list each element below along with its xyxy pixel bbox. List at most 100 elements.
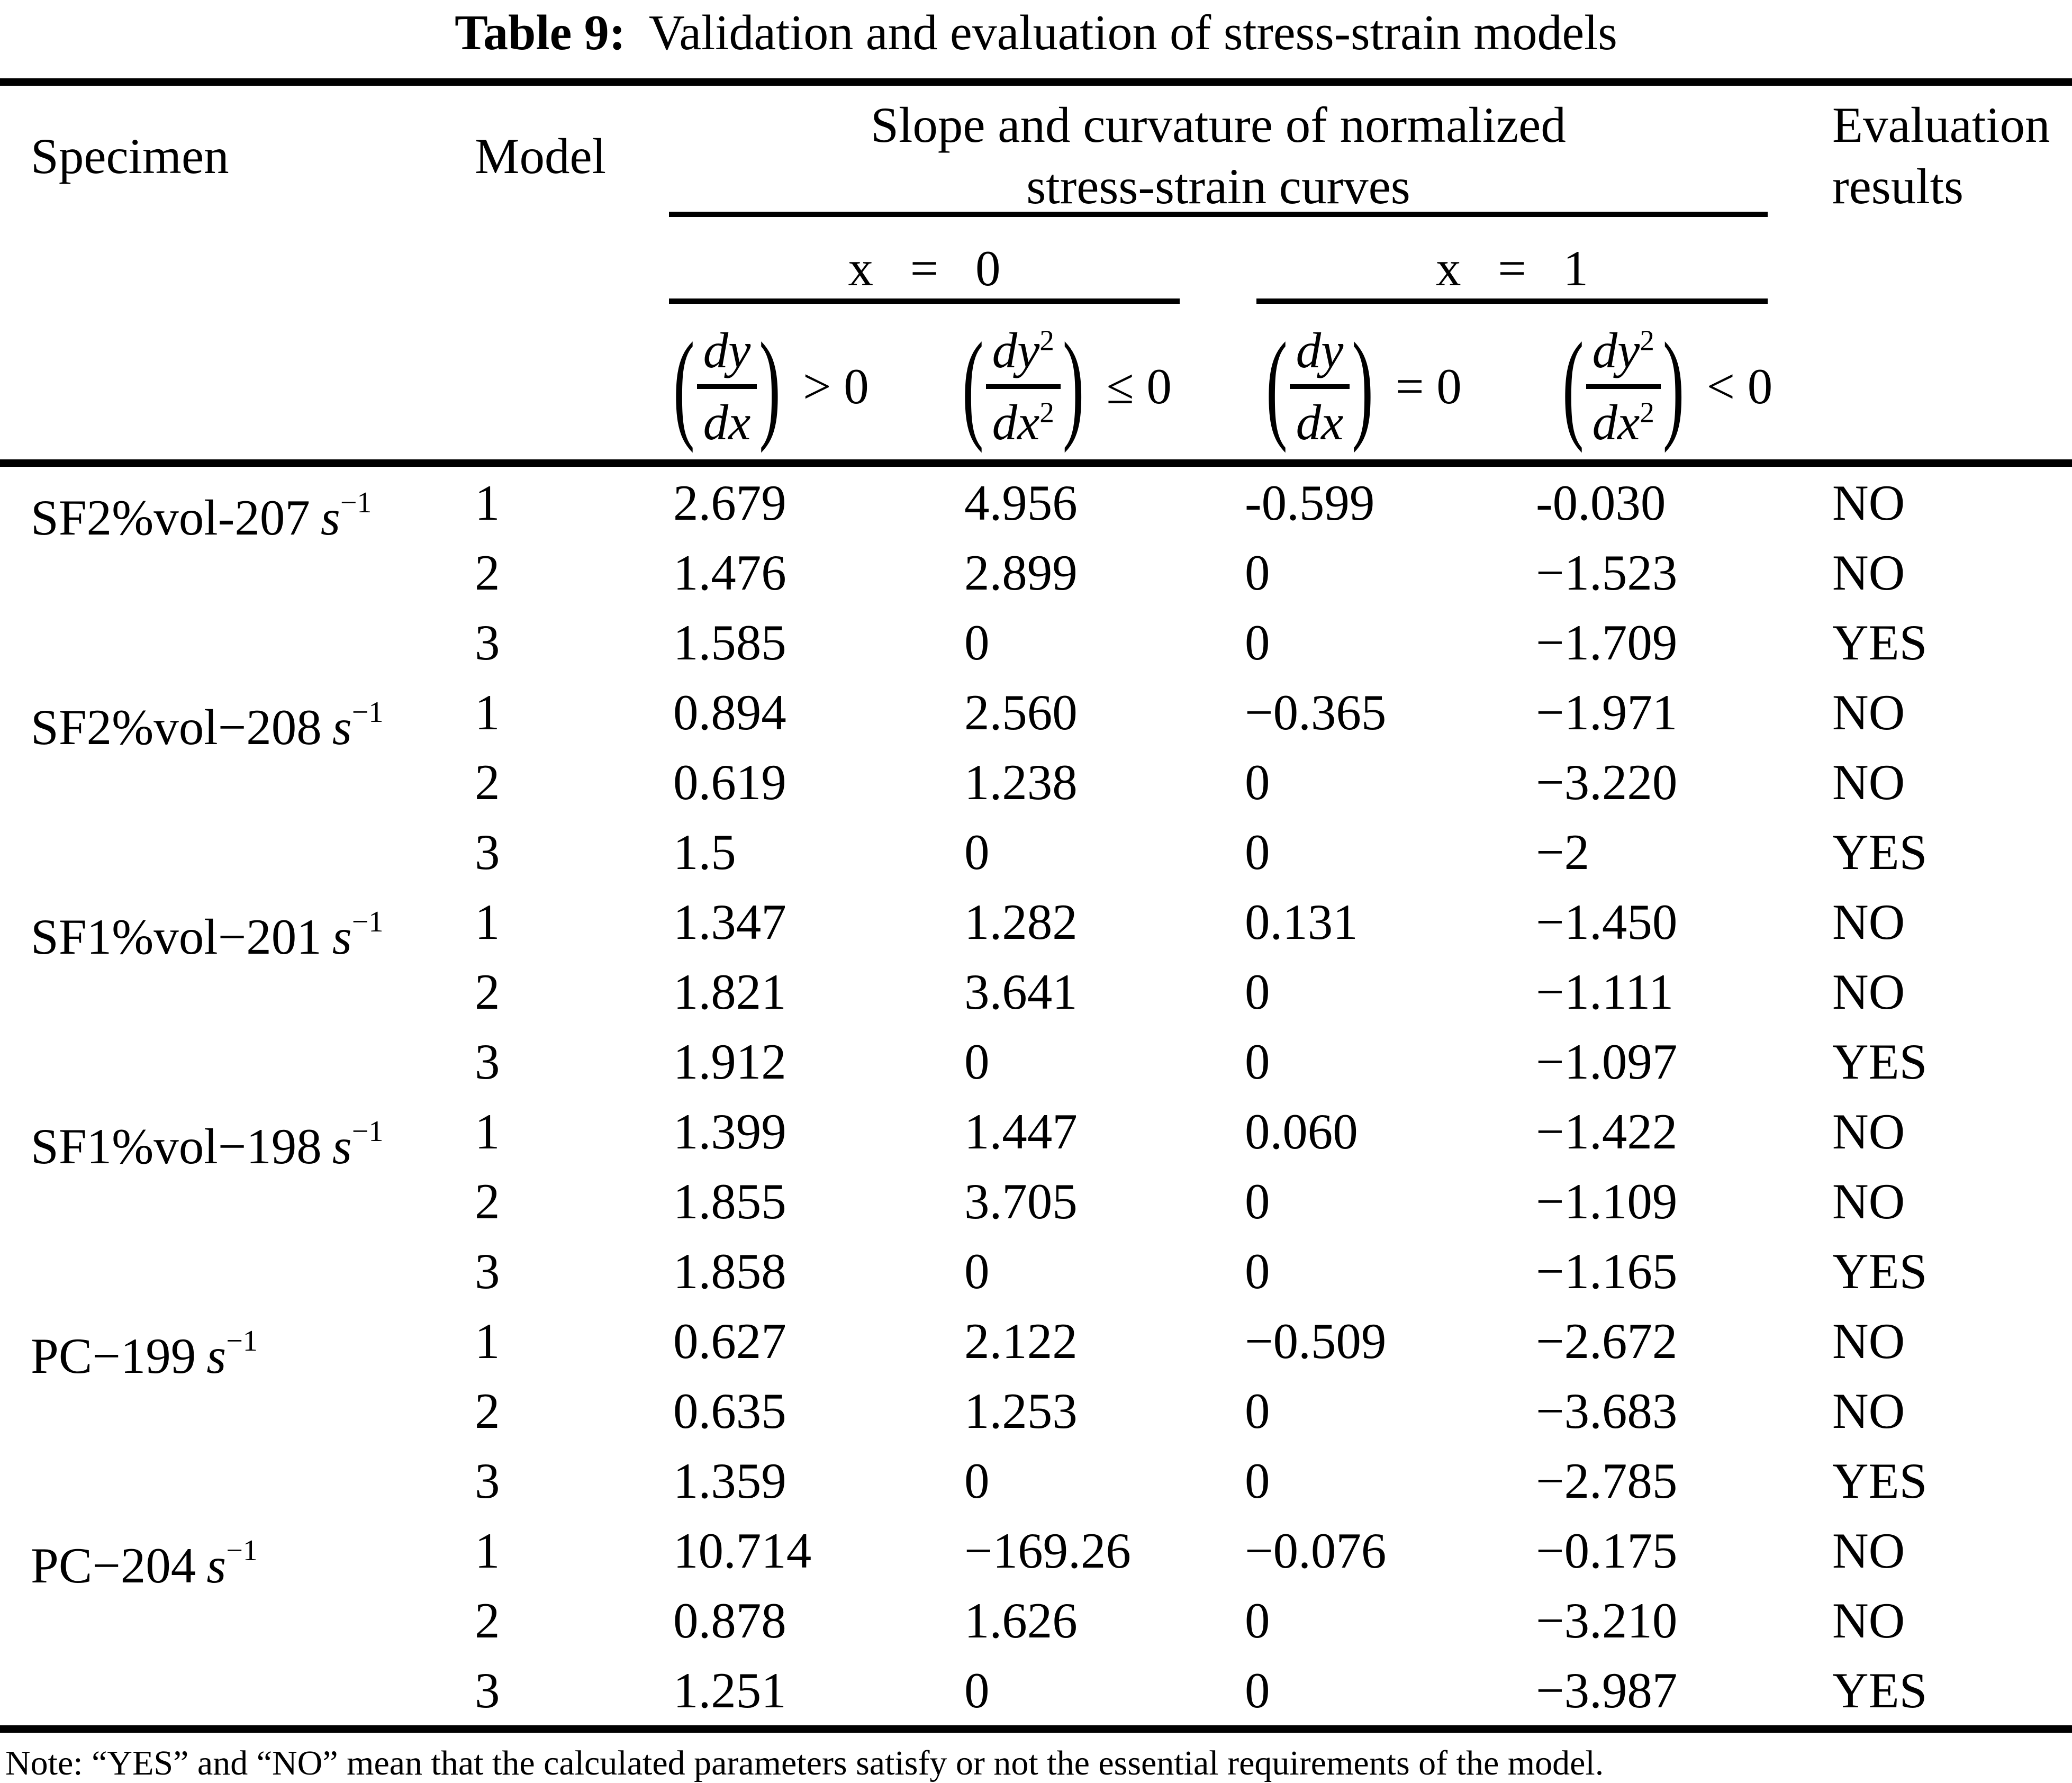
evaluation-result-cell: YES — [1832, 1243, 1928, 1299]
specimen-unit: s — [206, 1328, 227, 1384]
table-row: PC−199 s−1 1 0.627 2.122 −0.509 −2.672 NO — [0, 1306, 2072, 1384]
curvature-x0-value-cell: 3.641 — [964, 964, 1078, 1020]
specimen-cell: SF1%vol−201 s−1 — [31, 887, 383, 965]
specimen-name: SF2%vol−208 — [31, 699, 322, 755]
divider-top-rule — [0, 78, 2072, 86]
specimen-unit-exponent: −1 — [351, 1115, 384, 1148]
model-cell: 3 — [475, 1243, 500, 1299]
slope-x1-value-cell: -0.599 — [1245, 475, 1375, 531]
slope-x1-value-cell: 0 — [1245, 1592, 1270, 1649]
column-header-specimen: Specimen — [31, 128, 229, 184]
evaluation-result-cell: YES — [1832, 1662, 1928, 1718]
curvature-x0-value-cell: 1.253 — [964, 1383, 1078, 1439]
table-row: 2 1.855 3.705 0 −1.109 NO — [0, 1166, 2072, 1236]
left-paren: ( — [1266, 318, 1288, 454]
comparison-condition: > 0 — [802, 358, 869, 414]
evaluation-result-cell: YES — [1832, 614, 1928, 671]
slope-x0-value-cell: 0.635 — [673, 1383, 786, 1439]
column-header-evaluation: Evaluation results — [1832, 94, 2050, 217]
curvature-x0-value-cell: 2.122 — [964, 1313, 1078, 1369]
slope-x0-value-cell: 0.878 — [673, 1592, 786, 1649]
evaluation-result-cell: NO — [1832, 545, 1905, 601]
curvature-x1-value-cell: −3.210 — [1536, 1592, 1678, 1649]
specimen-cell: SF1%vol−198 s−1 — [31, 1097, 384, 1174]
table-row: SF2%vol-207 s−1 1 2.679 4.956 -0.599 -0.0… — [0, 468, 2072, 546]
model-cell: 1 — [475, 475, 500, 531]
table-number-label: Table 9: — [455, 5, 626, 60]
curvature-x1-value-cell: −1.422 — [1536, 1103, 1678, 1160]
slope-x0-value-cell: 1.399 — [673, 1103, 786, 1160]
model-cell: 1 — [475, 1103, 500, 1160]
fraction-denominator: dx — [703, 394, 751, 450]
subheader-x1: x = 1 — [1435, 240, 1589, 296]
specimen-cell — [31, 957, 41, 1027]
table-row: 2 0.878 1.626 0 −3.210 NO — [0, 1586, 2072, 1655]
specimen-cell — [31, 1376, 41, 1446]
model-cell: 3 — [475, 614, 500, 671]
evaluation-result-cell: NO — [1832, 684, 1905, 740]
specimen-unit: s — [332, 1118, 352, 1174]
specimen-cell — [31, 1236, 41, 1306]
curvature-x0-value-cell: 0 — [964, 824, 990, 880]
slope-x0-value-cell: 0.619 — [673, 754, 786, 810]
specimen-cell — [31, 1027, 41, 1097]
fraction-numerator: dy — [1592, 322, 1640, 378]
specimen-cell: SF2%vol-207 s−1 — [31, 468, 372, 546]
curvature-x1-value-cell: −2.785 — [1536, 1453, 1678, 1509]
model-cell: 2 — [475, 1173, 500, 1229]
left-paren: ( — [1562, 318, 1584, 454]
slope-x0-value-cell: 0.627 — [673, 1313, 786, 1369]
evaluation-result-cell: NO — [1832, 894, 1905, 950]
table-row: SF2%vol−208 s−1 1 0.894 2.560 −0.365 −1.9… — [0, 677, 2072, 755]
slope-x0-value-cell: 1.5 — [673, 824, 736, 880]
model-cell: 2 — [475, 1592, 500, 1649]
fraction-numerator: dy — [1296, 322, 1344, 378]
slope-x1-value-cell: −0.509 — [1245, 1313, 1387, 1369]
right-paren: ) — [1662, 318, 1685, 454]
slope-x1-value-cell: 0 — [1245, 1243, 1270, 1299]
model-cell: 1 — [475, 1313, 500, 1369]
evaluation-result-cell: NO — [1832, 1103, 1905, 1160]
specimen-cell — [31, 538, 41, 608]
specimen-cell: PC−199 s−1 — [31, 1306, 258, 1384]
specimen-name: SF2%vol-207 — [31, 490, 310, 546]
evaluation-result-cell: NO — [1832, 1523, 1905, 1579]
curvature-x1-value-cell: −1.450 — [1536, 894, 1678, 950]
slope-x0-value-cell: 1.251 — [673, 1662, 786, 1718]
curvature-x0-value-cell: 0 — [964, 1662, 990, 1718]
specimen-unit-exponent: −1 — [351, 696, 384, 729]
right-paren: ) — [1352, 318, 1373, 454]
table-row: PC−204 s−1 1 10.714 −169.26 −0.076 −0.175… — [0, 1516, 2072, 1594]
curvature-x1-value-cell: −0.175 — [1536, 1523, 1678, 1579]
curvature-x1-value-cell: −1.709 — [1536, 614, 1678, 671]
derivative-fraction: dy dx — [1289, 322, 1350, 450]
evaluation-result-cell: NO — [1832, 475, 1905, 531]
model-cell: 2 — [475, 545, 500, 601]
left-paren: ( — [962, 318, 984, 454]
denominator-exponent: 2 — [1640, 395, 1654, 428]
table-row: 3 1.359 0 0 −2.785 YES — [0, 1446, 2072, 1516]
slope-x0-value-cell: 1.359 — [673, 1453, 786, 1509]
subheader-x0: x = 0 — [848, 240, 1001, 296]
comparison-condition: ≤ 0 — [1106, 358, 1172, 414]
specimen-cell — [31, 747, 41, 817]
evaluation-result-cell: NO — [1832, 1383, 1905, 1439]
table-row: 2 1.476 2.899 0 −1.523 NO — [0, 538, 2072, 608]
curvature-x1-value-cell: −3.683 — [1536, 1383, 1678, 1439]
table-row: 2 1.821 3.641 0 −1.111 NO — [0, 957, 2072, 1027]
slope-x1-value-cell: −0.365 — [1245, 684, 1387, 740]
slope-x1-value-cell: 0 — [1245, 1034, 1270, 1090]
fraction-denominator: dx — [1296, 394, 1344, 450]
model-cell: 2 — [475, 754, 500, 810]
specimen-cell: SF2%vol−208 s−1 — [31, 677, 384, 755]
model-cell: 3 — [475, 824, 500, 880]
specimen-unit: s — [332, 699, 352, 755]
specimen-cell: PC−204 s−1 — [31, 1516, 258, 1594]
evaluation-result-cell: YES — [1832, 1034, 1928, 1090]
specimen-cell — [31, 1446, 41, 1516]
slope-group-line1: Slope and curvature of normalized — [871, 97, 1566, 153]
evaluation-result-cell: NO — [1832, 964, 1905, 1020]
table-row: 2 0.635 1.253 0 −3.683 NO — [0, 1376, 2072, 1446]
curvature-x0-value-cell: −169.26 — [964, 1523, 1131, 1579]
